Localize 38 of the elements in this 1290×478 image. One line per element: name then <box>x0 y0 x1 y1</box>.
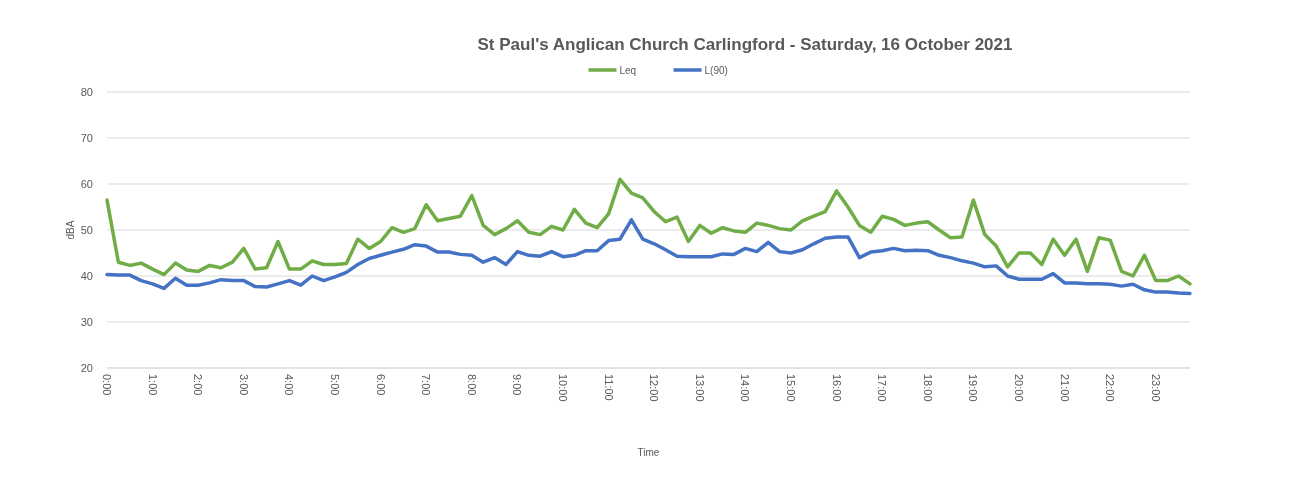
legend-label: Leq <box>619 65 637 76</box>
y-tick-label: 40 <box>80 270 93 282</box>
x-tick-label: 11:00 <box>602 374 615 401</box>
chart-title: St Paul's Anglican Church Carlingford - Saturday, 16 October 2021 <box>477 35 1013 54</box>
x-tick-label: 3:00 <box>237 374 250 396</box>
x-tick-label: 17:00 <box>876 374 889 402</box>
x-tick-label: 14:00 <box>739 374 752 402</box>
line-series <box>105 177 1192 286</box>
x-tick-label: 9:00 <box>511 374 524 396</box>
legend-label: L(90) <box>704 65 728 76</box>
x-tick-label: 18:00 <box>921 374 934 402</box>
x-tick-label: 10:00 <box>557 374 569 402</box>
y-tick-label: 70 <box>80 132 93 144</box>
x-tick-label: 2:00 <box>192 374 205 396</box>
line-series <box>105 218 1192 296</box>
y-tick-label: 20 <box>80 362 93 374</box>
y-tick-label: 60 <box>80 178 93 190</box>
x-tick-label: 16:00 <box>830 374 843 402</box>
x-tick-label: 1:00 <box>146 374 159 396</box>
y-axis-title: dBA <box>65 220 76 240</box>
x-tick-label: 4:00 <box>283 374 296 396</box>
x-tick-label: 23:00 <box>1149 374 1162 402</box>
y-tick-label: 80 <box>80 86 93 98</box>
x-tick-label: 7:00 <box>420 374 433 396</box>
x-axis-title: Time <box>637 447 660 458</box>
x-tick-label: 5:00 <box>329 374 341 396</box>
x-tick-label: 22:00 <box>1104 374 1117 402</box>
y-tick-label: 30 <box>80 316 93 328</box>
x-tick-label: 21:00 <box>1058 374 1071 402</box>
x-tick-label: 0:00 <box>101 374 113 396</box>
x-tick-label: 8:00 <box>465 374 478 396</box>
x-tick-label: 6:00 <box>374 374 387 396</box>
x-tick-label: 19:00 <box>967 374 980 402</box>
x-tick-label: 20:00 <box>1013 374 1025 402</box>
x-tick-label: 12:00 <box>648 374 661 402</box>
x-tick-label: 15:00 <box>785 374 797 402</box>
y-tick-label: 50 <box>80 224 93 236</box>
x-tick-label: 13:00 <box>693 374 706 402</box>
